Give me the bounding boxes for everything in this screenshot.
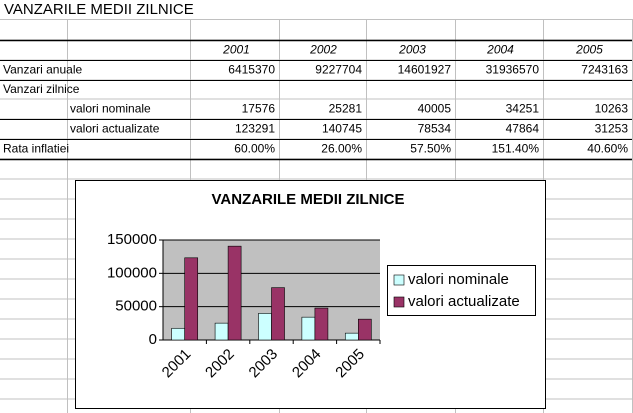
cell-value: 40.60% [587, 142, 628, 156]
cell-value: 123291 [235, 122, 275, 136]
row-label: valori actualizate [70, 122, 160, 136]
table: 2001 2002 2003 2004 2005 Vanzari anuale 641537… [0, 39, 632, 161]
cell-value: 47864 [506, 122, 540, 136]
year-header: 2003 [398, 43, 426, 57]
year-header: 2004 [486, 43, 514, 57]
chart-title: VANZARILE MEDII ZILNICE [211, 191, 404, 208]
legend-box [387, 265, 536, 316]
cell-value: 25281 [329, 102, 363, 116]
cell-value: 31936570 [486, 63, 540, 77]
cell-value: 6415370 [228, 63, 275, 77]
y-tick-label: 50000 [115, 298, 157, 315]
cell-value: 7243163 [581, 63, 628, 77]
cell-value: 10263 [595, 102, 629, 116]
cell-value: 60.00% [234, 142, 275, 156]
year-header: 2002 [309, 43, 337, 57]
legend-label: valori actualizate [408, 293, 520, 310]
cell-value: 31253 [595, 122, 629, 136]
row-label: Vanzari anuale [3, 63, 82, 77]
y-tick-label: 100000 [107, 264, 157, 281]
legend-swatch [393, 274, 405, 286]
bar [271, 287, 285, 341]
bar [301, 316, 316, 341]
cell-value: 34251 [506, 102, 540, 116]
cell-value: 17576 [242, 102, 276, 116]
cell-value: 140745 [322, 122, 362, 136]
bar [344, 332, 359, 341]
bar [171, 327, 185, 341]
legend-swatch [393, 296, 405, 308]
row-label: Rata inflatiei [3, 142, 69, 156]
cell-value: 78534 [418, 122, 452, 136]
cell-value: 9227704 [315, 63, 362, 77]
cell-value: 151.40% [492, 142, 540, 156]
legend-label: valori nominale [408, 271, 509, 288]
row-label: valori nominale [70, 102, 151, 116]
cell-value: 40005 [418, 102, 452, 116]
y-tick-label: 0 [149, 331, 157, 348]
bar [214, 322, 229, 341]
bar [227, 245, 242, 341]
year-header: 2005 [575, 43, 603, 57]
y-tick-label: 150000 [107, 231, 157, 248]
row-label: Vanzari zilnice [3, 82, 80, 96]
bar [357, 318, 372, 341]
year-header: 2001 [222, 43, 250, 57]
bar [184, 257, 199, 341]
bar [258, 313, 272, 341]
cell-value: 26.00% [321, 142, 362, 156]
cell-value: 57.50% [410, 142, 451, 156]
cell-value: 14601927 [398, 63, 452, 77]
sheet-title: VANZARILE MEDII ZILNICE [4, 1, 194, 18]
bar [314, 307, 329, 341]
